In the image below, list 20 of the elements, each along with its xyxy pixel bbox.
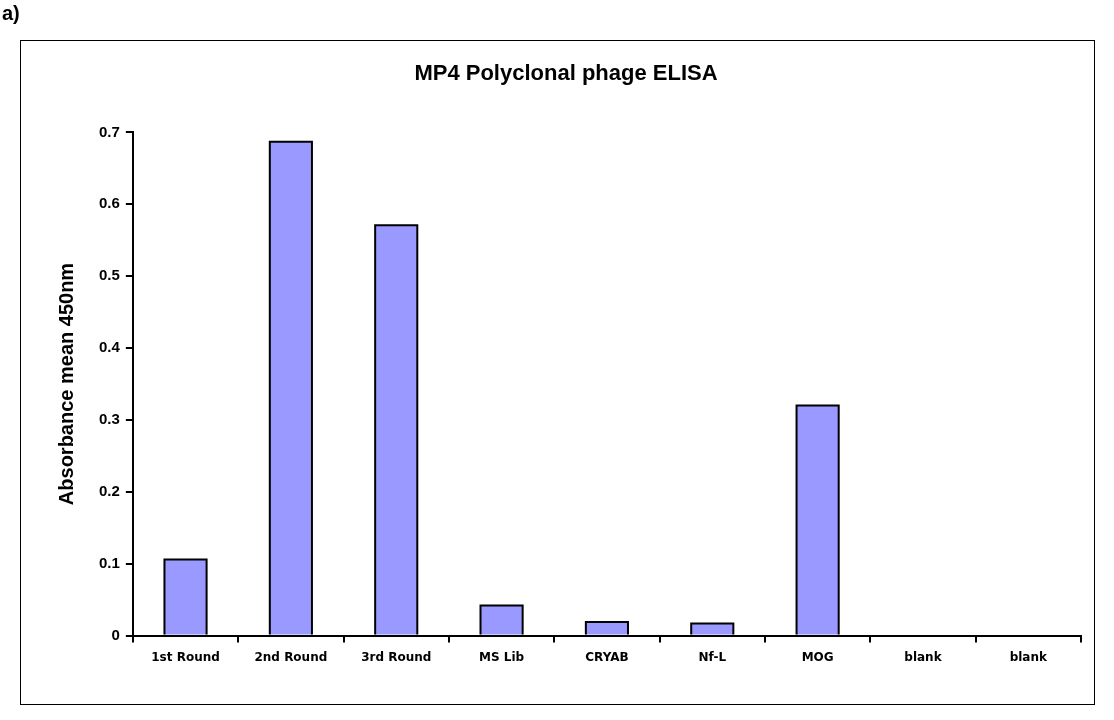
x-tick-label: 3rd Round — [361, 649, 432, 664]
x-tick-label: blank — [904, 649, 943, 664]
y-tick-label: 0.6 — [98, 194, 120, 212]
x-tick-label: 1st Round — [151, 649, 220, 664]
y-tick-label: 0.7 — [98, 122, 120, 140]
x-tick-label: 2nd Round — [254, 649, 328, 664]
y-tick-label: 0.4 — [98, 338, 121, 356]
x-tick-label: CRYAB — [585, 649, 629, 664]
y-tick-label: 0.1 — [98, 553, 120, 571]
x-tick-label: MOG — [801, 649, 834, 664]
text: a) — [2, 2, 20, 25]
y-tick-label: 0.3 — [98, 410, 120, 428]
y-tick-label: 0.2 — [98, 481, 120, 499]
y-tick-label: 0.5 — [98, 266, 120, 284]
y-axis-title: Absorbance mean 450nm — [54, 262, 77, 506]
x-tick-label: Nf-L — [698, 649, 727, 664]
chart-title: MP4 Polyclonal phage ELISA — [414, 60, 718, 86]
y-tick-label: 0 — [111, 625, 120, 643]
x-tick-label: MS Lib — [479, 649, 525, 664]
x-tick-label: blank — [1009, 649, 1048, 664]
